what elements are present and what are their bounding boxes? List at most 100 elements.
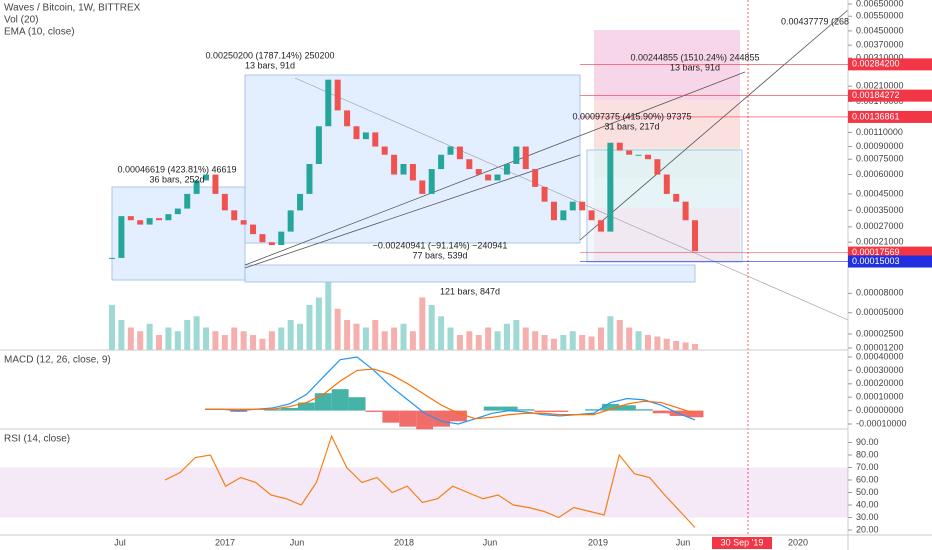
y-tick-label: 0.00027000: [856, 221, 904, 231]
y-tick-label: 0.00021000: [856, 237, 904, 247]
volume-bar: [165, 327, 172, 350]
annotation: 0.00250200 (1787.14%) 250200: [205, 50, 334, 60]
histogram-bar: [551, 410, 569, 412]
candle: [673, 193, 680, 202]
y-tick-label: 0.00090000: [856, 141, 904, 151]
volume-bar: [137, 331, 144, 350]
candle: [297, 193, 304, 211]
candle: [522, 146, 529, 170]
volume-bar: [626, 327, 633, 350]
volume-bar: [682, 342, 689, 350]
candle: [184, 193, 191, 209]
y-tick-label: 0.00001200: [856, 342, 904, 352]
y-tick-label: 90.00: [856, 437, 879, 447]
candle: [692, 220, 698, 252]
volume-bar: [494, 331, 501, 350]
volume-bar: [278, 327, 285, 350]
volume-bar: [391, 327, 398, 350]
volume-bar: [193, 316, 200, 350]
candle: [146, 218, 153, 225]
y-tick-label: 80.00: [856, 449, 879, 459]
histogram-bar: [230, 410, 248, 412]
candle: [156, 218, 163, 221]
volume-bar: [503, 323, 510, 350]
candle: [344, 110, 351, 127]
candle: [137, 220, 144, 225]
candle: [635, 154, 642, 156]
volume-bar: [513, 320, 520, 350]
y-tick-label: 0.00310000: [856, 52, 904, 62]
candle: [400, 163, 407, 175]
candle: [663, 174, 670, 194]
volume-bar: [259, 338, 266, 350]
y-tick-label: 0.00040000: [856, 351, 904, 361]
volume-bar: [250, 335, 257, 350]
volume-bar: [560, 335, 567, 350]
macd-line: [205, 356, 696, 425]
candle: [541, 186, 548, 202]
y-tick-label: 0.00005000: [856, 307, 904, 317]
candle: [475, 169, 482, 175]
volume-bar: [644, 335, 651, 350]
candle: [579, 201, 586, 211]
y-tick-label: 0.00020000: [856, 378, 904, 388]
candle: [193, 180, 200, 194]
candle: [381, 146, 388, 155]
annotation: 0.00046619 (423.81%) 46619: [117, 164, 236, 174]
candle: [174, 208, 181, 215]
candle: [550, 201, 557, 221]
candle: [626, 150, 633, 155]
date-tag: [712, 537, 772, 549]
candle: [466, 159, 473, 170]
y-tick-label: 0.00000000: [856, 405, 904, 415]
histogram-bar: [585, 409, 603, 411]
y-tick-label: 0.00210000: [856, 81, 904, 91]
candle: [287, 210, 294, 232]
x-tick-label: 2018: [394, 537, 414, 547]
range-box: [244, 264, 696, 283]
volume-bar: [673, 341, 680, 350]
volume-bar: [485, 327, 492, 350]
candle: [597, 220, 604, 232]
title: Waves / Bitcoin, 1W, BITTREX: [4, 3, 141, 14]
histogram-bar: [534, 410, 552, 412]
histogram-bar: [348, 397, 366, 411]
range-box: [244, 74, 581, 244]
y-tick-label: 0.00060000: [856, 169, 904, 179]
y-tick-label: 0.00030000: [856, 365, 904, 375]
volume-bar: [297, 323, 304, 350]
price-tag-label: 0.00017569: [852, 247, 900, 257]
volume-bar: [550, 338, 557, 350]
volume-bar: [372, 320, 379, 350]
volume-bar: [400, 323, 407, 350]
histogram-bar: [450, 410, 467, 422]
volume-bar: [635, 331, 642, 350]
volume-bar: [268, 331, 275, 350]
annotation: 0.00437779 (268: [781, 16, 849, 26]
x-tick-label: 2017: [215, 537, 235, 547]
candle: [306, 163, 313, 194]
y-tick-label: 40.00: [856, 499, 879, 509]
histogram-bar: [297, 402, 315, 411]
signal-line: [205, 368, 696, 420]
annotation: 121 bars, 847d: [440, 286, 500, 296]
histogram-bar: [635, 409, 653, 411]
annotation: 31 bars, 217d: [604, 121, 659, 131]
histogram-bar: [686, 410, 704, 418]
candle: [391, 154, 398, 175]
volume-bar: [419, 297, 426, 350]
volume-bar: [381, 331, 388, 350]
volume-bar: [616, 320, 623, 350]
candle: [240, 220, 247, 225]
volume-bar: [109, 305, 115, 350]
candle: [588, 210, 595, 221]
y-tick-label: 0.00008000: [856, 288, 904, 298]
candle: [127, 216, 134, 221]
histogram-bar: [331, 389, 349, 411]
volume-bar: [127, 327, 134, 350]
volume-bar: [344, 320, 351, 350]
trend-line: [579, 9, 849, 241]
volume-bar: [334, 308, 341, 350]
price-tag: [848, 246, 932, 259]
